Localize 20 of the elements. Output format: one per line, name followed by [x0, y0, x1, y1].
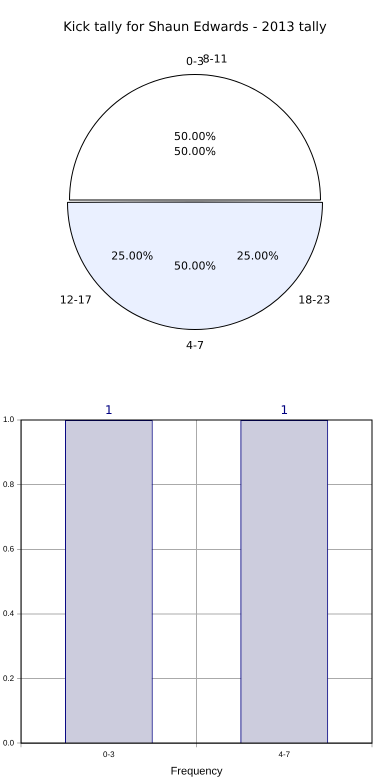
slice-label: 4-7	[186, 338, 204, 352]
slice-label: 0-3	[186, 54, 204, 68]
y-tick-label: 0.2	[2, 674, 15, 683]
y-tick-label: 0.4	[2, 609, 15, 618]
data-label: 1	[280, 403, 288, 418]
y-tick-label: 0.8	[2, 480, 15, 489]
text: 50.00%	[174, 145, 216, 158]
y-tick-label: 1.0	[2, 415, 15, 424]
y-tick-label: 0.0	[2, 738, 15, 748]
text: 25.00%	[111, 249, 154, 262]
data-label: 1	[105, 403, 113, 418]
x-axis-title: Frequency	[170, 765, 224, 778]
chart-title: Kick tally for Shaun Edwards - 2013 tally	[62, 20, 328, 35]
data-label: 50.00%	[174, 260, 216, 273]
text: 12-17	[60, 293, 92, 306]
text: 18-23	[298, 293, 330, 306]
y-tick-label: 0.6	[2, 544, 15, 554]
text: 25.00%	[236, 249, 279, 262]
text: 8-11	[202, 52, 228, 66]
data-label: 50.00%	[174, 130, 216, 144]
